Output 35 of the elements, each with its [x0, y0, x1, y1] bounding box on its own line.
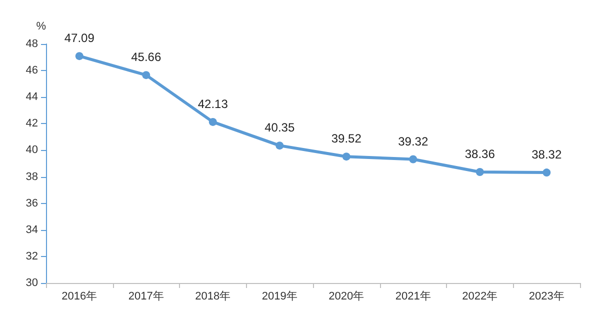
point — [142, 71, 150, 80]
x-tick-label: 2019年 — [262, 290, 298, 302]
x-tick-label: 2016年 — [62, 290, 98, 302]
data-label: 45.66 — [131, 50, 162, 64]
x-tick-label: 2022年 — [462, 290, 498, 302]
point — [276, 142, 284, 150]
y-tick-label: 36 — [26, 197, 38, 210]
y-tick-label: 46 — [26, 64, 38, 77]
point — [409, 155, 418, 164]
y-axis-title: % — [36, 20, 46, 32]
y-tick-label: 38 — [26, 170, 38, 183]
data-label: 47.09 — [64, 31, 95, 46]
data-label: 39.52 — [331, 132, 362, 146]
y-tick-label: 32 — [26, 250, 38, 262]
y-tick-label: 40 — [26, 144, 38, 156]
x-tick-label: 2018年 — [195, 290, 231, 302]
x-tick-label: 2021年 — [395, 290, 431, 302]
point — [476, 168, 484, 176]
data-label: 42.13 — [198, 96, 228, 111]
point — [75, 52, 84, 60]
point — [542, 168, 551, 177]
x-tick-label: 2023年 — [528, 290, 564, 302]
y-tick-label: 44 — [26, 91, 38, 104]
data-label: 38.36 — [464, 147, 496, 161]
x-tick-label: 2017年 — [128, 290, 164, 302]
point — [342, 152, 350, 161]
y-tick-label: 48 — [26, 38, 38, 50]
x-tick-label: 2020年 — [328, 290, 364, 302]
y-tick-label: 30 — [26, 277, 38, 289]
point — [208, 118, 217, 126]
y-tick-label: 34 — [26, 224, 38, 236]
data-label: 39.32 — [398, 134, 428, 148]
data-label: 40.35 — [264, 120, 295, 135]
data-label: 38.32 — [532, 148, 562, 162]
y-tick-label: 42 — [26, 118, 38, 130]
